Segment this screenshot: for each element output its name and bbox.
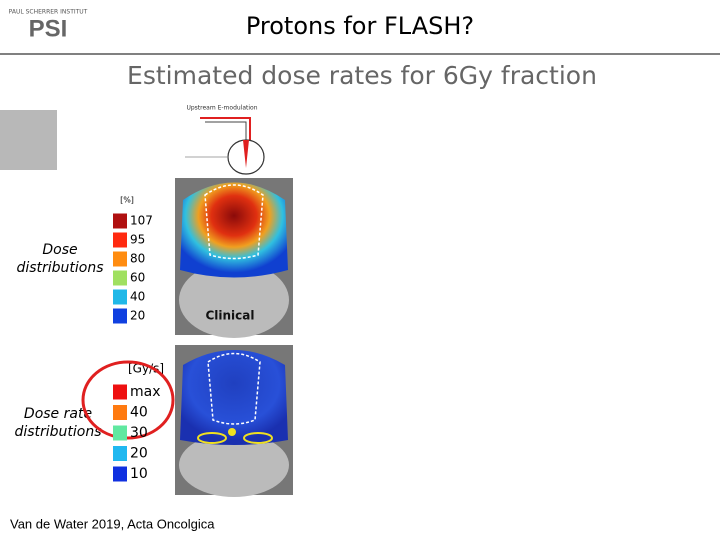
- legend-swatch: [113, 289, 127, 305]
- legend-label: max: [130, 384, 161, 400]
- legend-swatch: [113, 251, 127, 267]
- legend-label: 40: [130, 405, 148, 421]
- legend-swatch: [113, 466, 127, 482]
- legend-label: 20: [130, 309, 145, 323]
- image-label: Clinical: [205, 309, 254, 323]
- legend-swatch: [113, 213, 127, 229]
- legend-swatch: [113, 384, 127, 400]
- legend-label: 80: [130, 252, 145, 266]
- legend-swatch: [113, 446, 127, 461]
- legend-label: 60: [130, 271, 145, 285]
- subtitle: Estimated dose rates for 6Gy fraction: [127, 61, 597, 90]
- legend-swatch: [113, 270, 127, 286]
- title: Protons for FLASH?: [246, 12, 474, 40]
- legend-swatch: [113, 405, 127, 420]
- legend-swatch: [113, 308, 127, 324]
- logo: PSI: [29, 15, 68, 42]
- legend-swatch: [113, 232, 127, 248]
- dose-unit: [%]: [120, 196, 134, 205]
- diagram-label: Upstream E-modulation: [186, 105, 257, 112]
- dose-image: Clinical: [175, 178, 293, 338]
- beam-diagram: Upstream E-modulation: [185, 105, 265, 175]
- dose-rate-unit: [Gy/s]: [128, 362, 164, 376]
- dose-rate-label: Dose rate distributions: [14, 406, 101, 440]
- highlight-circle: [81, 360, 175, 440]
- legend-label: 20: [130, 446, 148, 462]
- gray-block: [0, 110, 57, 170]
- legend-label: 10: [130, 466, 148, 482]
- legend-label: 40: [130, 290, 145, 304]
- legend-label: 107: [130, 214, 153, 228]
- legend-label: 95: [130, 233, 145, 247]
- legend-label: 30: [130, 425, 148, 441]
- dose-rate-image: [175, 345, 293, 497]
- citation: Van de Water 2019, Acta Oncolgica: [10, 516, 215, 531]
- institute: PAUL SCHERRER INSTITUT: [9, 9, 88, 16]
- legend-swatch: [113, 425, 127, 441]
- dose-label: Dose distributions: [16, 242, 103, 276]
